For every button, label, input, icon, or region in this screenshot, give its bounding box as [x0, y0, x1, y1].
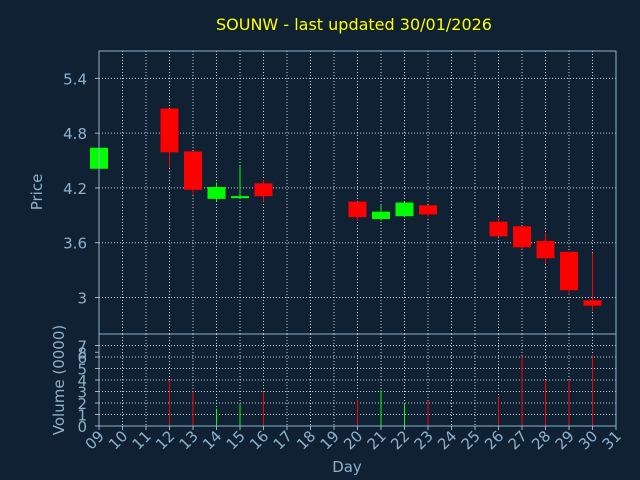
price-axis-label: Price	[28, 174, 46, 211]
candle-body	[419, 205, 437, 215]
price-tick-label: 4.2	[63, 180, 87, 198]
candle-body	[254, 183, 273, 197]
price-tick-label: 8	[77, 344, 87, 362]
price-y-ticks: 5.4 4.8 4.2 3.6 3 8	[63, 70, 99, 362]
candle-body	[395, 202, 414, 217]
x-ticks: 0910111213141516171819202122232425262728…	[82, 426, 625, 453]
volume-tick-label: 5	[77, 361, 87, 379]
candle-body	[160, 108, 179, 153]
volume-tick-label: 0	[77, 418, 87, 436]
candle-body	[560, 251, 578, 291]
x-axis-label: Day	[332, 458, 362, 476]
candle-body	[184, 151, 202, 190]
volume-tick-label: 4	[77, 372, 87, 390]
candle-body	[536, 240, 555, 259]
candle-body	[372, 211, 390, 219]
candle-body	[513, 226, 531, 248]
candle-body	[231, 196, 249, 199]
volume-tick-label: 7	[77, 338, 87, 356]
volume-tick-label: 3	[77, 384, 87, 402]
volume-tick-label: 2	[77, 395, 87, 413]
volume-axis-label: Volume (0000)	[50, 325, 68, 435]
price-tick-label: 3	[77, 289, 87, 307]
price-tick-label: 4.8	[63, 125, 87, 143]
candle-body	[207, 187, 226, 199]
candle-body	[348, 201, 367, 218]
candle-body	[489, 221, 508, 237]
price-tick-label: 3.6	[63, 235, 87, 253]
volume-tick-label: 6	[77, 349, 87, 367]
volume-tick-label: 1	[77, 407, 87, 425]
volume-panel-frame	[98, 333, 617, 427]
volume-bars	[169, 354, 593, 426]
candle-body	[583, 300, 602, 306]
chart-title: SOUNW - last updated 30/01/2026	[216, 15, 492, 34]
price-tick-label: 5.4	[63, 70, 87, 88]
